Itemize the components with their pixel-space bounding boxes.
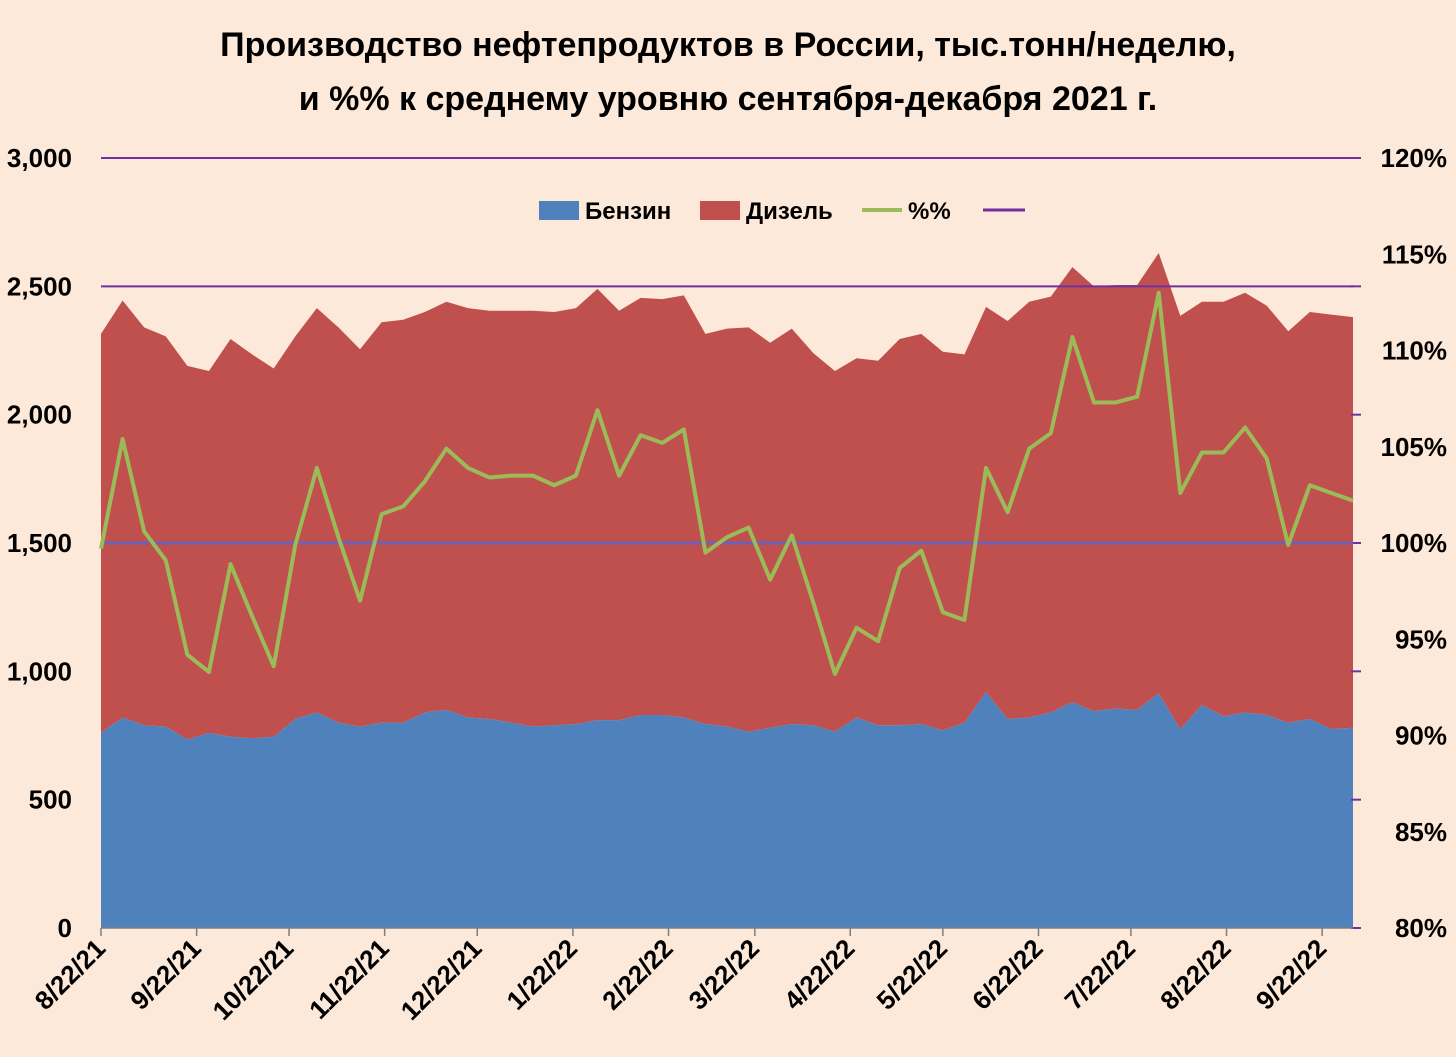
y-left-tick-label: 1,500 [7, 528, 72, 558]
x-tick-label: 11/22/21 [303, 933, 395, 1025]
y-left-tick-label: 0 [58, 913, 72, 943]
y-right-tick-label: 100% [1381, 528, 1448, 558]
x-tick-label: 3/22/22 [683, 933, 766, 1016]
x-tick-label: 7/22/22 [1059, 933, 1142, 1016]
x-tick-label: 5/22/22 [871, 933, 954, 1016]
y-left-tick-label: 2,000 [7, 400, 72, 430]
dizel-area [101, 252, 1353, 740]
y-left-tick-label: 1,000 [7, 656, 72, 686]
x-tick-label: 6/22/22 [966, 933, 1049, 1016]
x-tick-label: 1/22/22 [501, 933, 584, 1016]
x-tick-label: 9/22/21 [124, 933, 207, 1016]
chart-title-line-2: и %% к среднему уровню сентября-декабря … [298, 80, 1158, 118]
chart-title-line-1: Производство нефтепродуктов в России, ты… [220, 26, 1236, 64]
y-right-tick-label: 90% [1395, 721, 1447, 751]
y-left-tick-label: 3,000 [7, 143, 72, 173]
y-right-tick-label: 85% [1395, 817, 1447, 847]
legend-swatch-benzin [539, 201, 579, 220]
y-right-tick-label: 80% [1395, 913, 1447, 943]
y-right-tick-label: 120% [1381, 143, 1448, 173]
x-tick-label: 4/22/22 [778, 933, 861, 1016]
x-tick-label: 8/22/22 [1154, 933, 1237, 1016]
benzin-area [101, 691, 1353, 928]
y-right-tick-label: 115% [1382, 239, 1447, 269]
legend-swatch-dizel [700, 201, 740, 220]
y-left-tick-label: 500 [29, 785, 72, 815]
legend-label-benzin: Бензин [585, 198, 671, 225]
y-right-tick-label: 110% [1382, 336, 1447, 366]
x-tick-label: 2/22/22 [596, 933, 679, 1016]
x-tick-label: 9/22/22 [1250, 933, 1333, 1016]
percent-line [99, 290, 1354, 676]
legend-label-dizel: Дизель [746, 198, 833, 225]
x-tick-label: 8/22/21 [29, 933, 112, 1016]
x-tick-label: 12/22/21 [395, 933, 488, 1026]
y-left-tick-label: 2,500 [7, 271, 72, 301]
legend-label-percent: %% [908, 198, 951, 225]
y-right-tick-label: 105% [1381, 432, 1448, 462]
x-tick-label: 10/22/21 [206, 933, 299, 1026]
y-right-tick-label: 95% [1395, 624, 1447, 654]
